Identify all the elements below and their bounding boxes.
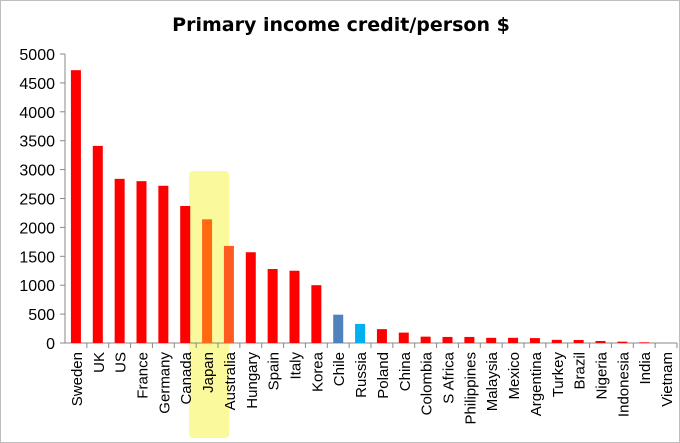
bar-spain <box>267 269 278 343</box>
x-tick-label: Australia <box>222 351 239 410</box>
bar-chile <box>333 314 344 343</box>
bar-brazil <box>573 339 584 343</box>
bar-australia <box>223 245 234 343</box>
x-tick-label: Sweden <box>69 352 86 406</box>
bar-india <box>639 342 650 343</box>
bar-korea <box>311 285 322 343</box>
bar-nigeria <box>595 340 606 343</box>
x-tick-label: Germany <box>156 352 173 414</box>
y-tick-label: 1000 <box>19 278 55 295</box>
x-tick-label: France <box>135 352 152 399</box>
x-tick-label: India <box>637 351 654 384</box>
bar-indonesia <box>617 341 628 343</box>
y-tick-label: 3000 <box>19 163 55 180</box>
y-tick-label: 500 <box>28 307 55 324</box>
bar-colombia <box>420 336 431 343</box>
bar-hungary <box>245 252 256 343</box>
chart-title: Primary income credit/person $ <box>172 14 510 36</box>
bar-italy <box>289 270 300 343</box>
x-tick-label: Italy <box>288 352 305 380</box>
x-tick-label: Russia <box>353 351 370 398</box>
bar-s-africa <box>442 336 453 343</box>
bar-turkey <box>551 339 562 343</box>
x-tick-label: Turkey <box>550 352 567 398</box>
bar-russia <box>355 323 366 343</box>
bar-poland <box>376 329 387 343</box>
x-tick-label: Mexico <box>506 352 523 400</box>
x-tick-label: Korea <box>309 351 326 392</box>
bar-canada <box>180 206 191 343</box>
x-tick-label: Indonesia <box>615 351 632 417</box>
bar-china <box>398 332 409 343</box>
bar-philippines <box>464 336 475 343</box>
x-tick-label: Argentina <box>528 351 545 416</box>
bar-mexico <box>508 337 519 343</box>
x-tick-label: UK <box>91 352 108 373</box>
x-tick-label: Brazil <box>572 352 589 390</box>
x-tick-label: Canada <box>178 351 195 404</box>
x-tick-label: Nigeria <box>594 351 611 399</box>
bar-sweden <box>70 70 81 344</box>
x-tick-label: Chile <box>331 352 348 386</box>
x-tick-label: Colombia <box>419 351 436 415</box>
bar-japan <box>202 219 213 343</box>
bar-us <box>114 178 125 343</box>
x-tick-label: Philippines <box>462 352 479 425</box>
x-tick-label: Japan <box>200 352 217 393</box>
bar-argentina <box>529 338 540 343</box>
x-tick-label: Malaysia <box>484 351 501 411</box>
x-tick-label: Hungary <box>244 352 261 409</box>
y-tick-label: 0 <box>46 336 55 353</box>
x-tick-label: S Africa <box>441 351 458 403</box>
x-tick-label: Spain <box>266 352 283 390</box>
y-tick-label: 3500 <box>19 134 55 151</box>
bar-france <box>136 181 147 343</box>
y-tick-label: 2500 <box>19 192 55 209</box>
bar-germany <box>158 185 169 343</box>
y-tick-label: 4500 <box>19 76 55 93</box>
x-tick-label: US <box>113 352 130 373</box>
x-tick-label: Vietnam <box>659 352 676 407</box>
y-tick-label: 5000 <box>19 47 55 64</box>
bar-uk <box>92 145 103 343</box>
y-tick-label: 2000 <box>19 220 55 237</box>
bar-malaysia <box>486 337 497 343</box>
y-tick-label: 1500 <box>19 249 55 266</box>
y-tick-label: 4000 <box>19 105 55 122</box>
x-tick-label: China <box>397 351 414 391</box>
x-tick-label: Poland <box>375 352 392 399</box>
